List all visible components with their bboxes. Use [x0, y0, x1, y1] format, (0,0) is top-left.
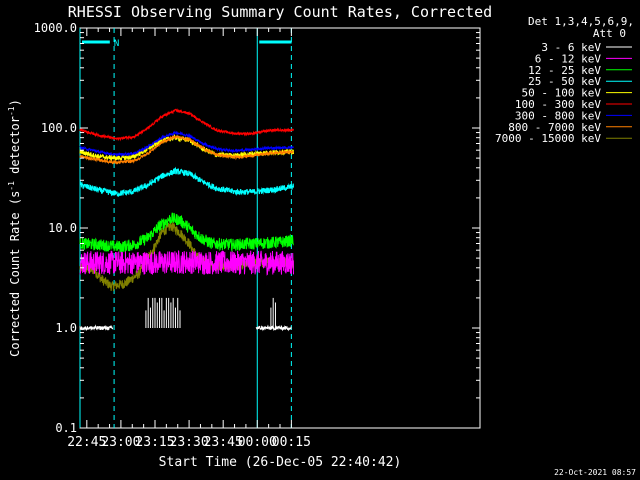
legend-label: 25 - 50 keV	[528, 75, 601, 88]
legend-header-1: Det 1,3,4,5,6,9,	[528, 15, 634, 28]
ylabel-mid: detector	[8, 116, 22, 181]
legend-label: 12 - 25 keV	[528, 64, 601, 77]
axis-ticks: 0.1 1.0 10.0 100.0 1000.0 22:4523:0023:1523:3…	[34, 21, 480, 450]
y-tick-label: 10.0	[48, 221, 77, 235]
night-label: N	[114, 39, 119, 49]
legend-label: 800 - 7000 keV	[508, 121, 601, 134]
x-tick-label: 00:00	[238, 435, 277, 450]
series-line	[79, 130, 294, 158]
legend-label: 300 - 800 keV	[515, 109, 601, 122]
svg-text:Corrected Count Rate (s-1 dete: Corrected Count Rate (s-1 detector-1)	[7, 99, 22, 357]
y-axis-label: Corrected Count Rate (s-1 detector-1)	[7, 99, 22, 357]
series-line	[79, 324, 292, 332]
chart-title: RHESSI Observing Summary Count Rates, Co…	[68, 3, 492, 21]
x-tick-label: 00:15	[272, 435, 311, 450]
observing-markers: N	[79, 28, 292, 428]
x-tick-label: 22:45	[67, 435, 106, 450]
y-tick-label: 100.0	[41, 121, 77, 135]
y-tick-label: 0.1	[55, 421, 77, 435]
plot-frame	[79, 27, 481, 429]
y-tick-label: 1.0	[55, 321, 77, 335]
footer-timestamp: 22-Oct-2021 08:57	[554, 468, 636, 477]
series-line	[79, 108, 294, 142]
x-tick-label: 23:00	[101, 435, 140, 450]
ylabel-main: Corrected Count Rate (s	[8, 191, 22, 357]
ylabel-end: )	[8, 99, 22, 106]
series-line	[79, 250, 294, 276]
x-axis-label: Start Time (26-Dec-05 22:40:42)	[159, 455, 402, 470]
legend-label: 7000 - 15000 keV	[495, 132, 601, 145]
ylabel-exp1: -1	[7, 181, 16, 191]
legend-label: 50 - 100 keV	[522, 87, 602, 100]
series-line	[79, 212, 294, 253]
x-tick-label: 23:15	[135, 435, 174, 450]
series-line	[79, 166, 294, 198]
ylabel-exp2: -1	[7, 106, 16, 116]
x-tick-label: 23:30	[170, 435, 209, 450]
legend-label: 3 - 6 keV	[541, 41, 601, 54]
x-tick-label: 23:45	[204, 435, 243, 450]
series-layer	[79, 108, 294, 332]
series-line	[79, 135, 294, 165]
legend-label: 6 - 12 keV	[535, 52, 602, 65]
y-tick-label: 1000.0	[34, 21, 77, 35]
legend-label: 100 - 300 keV	[515, 98, 601, 111]
legend-header-2: Att 0	[593, 27, 626, 40]
